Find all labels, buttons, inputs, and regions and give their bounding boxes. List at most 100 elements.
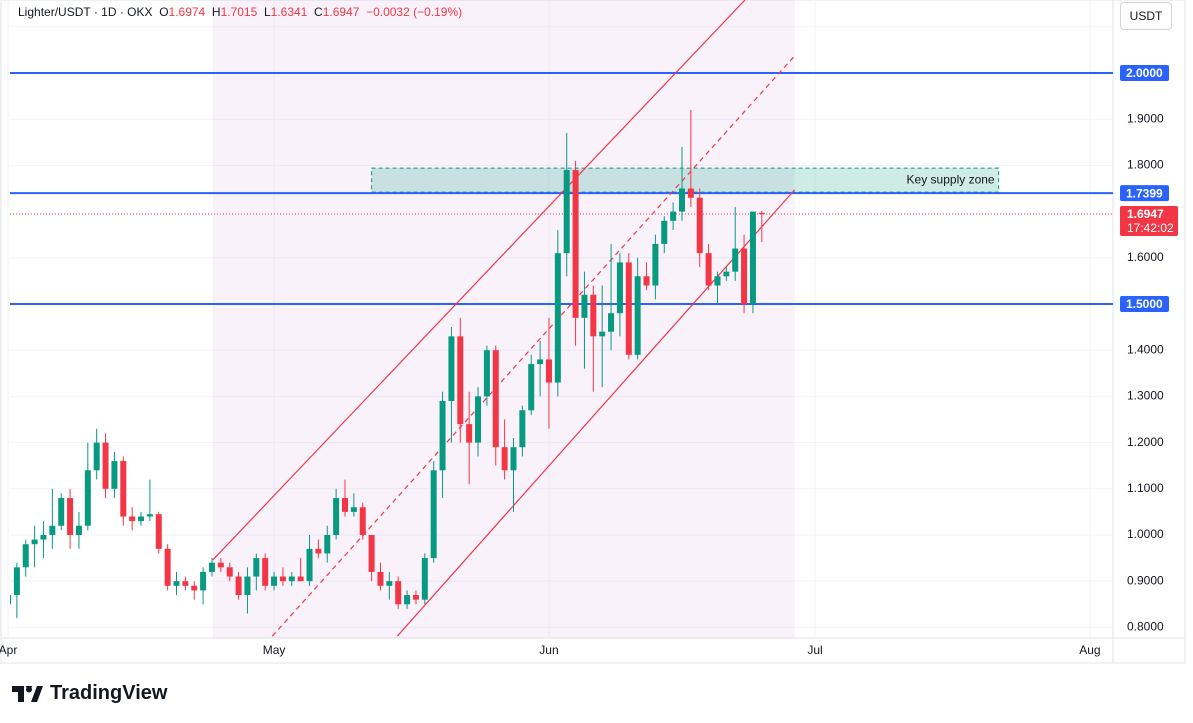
currency-button[interactable]: USDT bbox=[1120, 2, 1172, 30]
candle-body bbox=[368, 534, 375, 572]
channel-line bbox=[396, 189, 796, 637]
candle-body bbox=[732, 248, 739, 272]
price-tag bbox=[1120, 185, 1169, 202]
candle-body bbox=[457, 336, 464, 425]
price-tag-label: 1.7399 bbox=[1126, 186, 1163, 200]
candle-body bbox=[386, 581, 393, 586]
candle-body bbox=[102, 442, 109, 489]
candle-body bbox=[155, 514, 162, 549]
candle-body bbox=[359, 507, 366, 535]
candle-body bbox=[129, 516, 136, 522]
candle-body bbox=[315, 548, 322, 554]
candle-body bbox=[111, 461, 118, 489]
candle-body bbox=[333, 498, 340, 535]
axes: 0.8000 0.9000 1.0000 1.1000 1.2000 1.3000 1.40… bbox=[0, 19, 1178, 657]
candle-body bbox=[377, 571, 384, 586]
candle-body bbox=[670, 211, 677, 221]
y-tick-label: 1.3000 bbox=[1127, 389, 1164, 403]
price-tag bbox=[1120, 295, 1169, 312]
x-tick-label: May bbox=[263, 643, 286, 657]
candle-body bbox=[749, 211, 756, 304]
candle-body bbox=[741, 248, 748, 304]
candle-body bbox=[58, 498, 65, 526]
last-price-tag bbox=[1120, 206, 1178, 237]
candle-body bbox=[758, 212, 765, 215]
candle-body bbox=[279, 576, 286, 582]
candle-body bbox=[164, 548, 171, 586]
channel-line bbox=[271, 55, 796, 637]
ohlc-value: 1.6341 bbox=[270, 5, 308, 19]
candle-body bbox=[634, 276, 641, 355]
candle-body bbox=[563, 170, 570, 254]
y-tick-label: 1.1000 bbox=[1127, 481, 1164, 495]
candle-body bbox=[475, 396, 482, 443]
ohlc-value: 1.7015 bbox=[220, 5, 258, 19]
x-tick-label: Jul bbox=[807, 643, 822, 657]
candle-body bbox=[554, 253, 561, 383]
candle-body bbox=[208, 562, 215, 572]
candle-body bbox=[173, 581, 180, 586]
frame bbox=[0, 0, 1186, 664]
candle-body bbox=[262, 558, 269, 586]
candle-body bbox=[288, 576, 295, 582]
candle-body bbox=[22, 544, 29, 568]
change: −0.0032 (−0.19%) bbox=[366, 5, 463, 19]
brand: TradingView bbox=[12, 682, 167, 705]
candle-body bbox=[678, 188, 685, 212]
candle-body bbox=[537, 359, 544, 365]
candle-body bbox=[528, 364, 535, 411]
candle-body bbox=[661, 220, 668, 244]
brand-name: TradingView bbox=[50, 682, 168, 704]
candle-body bbox=[10, 595, 11, 605]
candle-body bbox=[581, 294, 588, 318]
candle-body bbox=[84, 470, 91, 526]
candle-body bbox=[182, 581, 189, 586]
last-price-label: 1.6947 bbox=[1127, 207, 1164, 221]
candle-body bbox=[492, 350, 499, 448]
candle-body bbox=[404, 595, 411, 605]
candle-body bbox=[723, 271, 730, 277]
candle-body bbox=[643, 276, 650, 286]
candle-body bbox=[714, 276, 721, 286]
channel-line bbox=[212, 0, 746, 561]
candle-body bbox=[341, 498, 348, 512]
plot: Key supply zone bbox=[10, 0, 1113, 638]
price-tag-label: 2.0000 bbox=[1126, 66, 1163, 80]
ohlc-key: O bbox=[159, 5, 169, 19]
y-tick-label: 1.9000 bbox=[1127, 111, 1164, 125]
candle-body bbox=[226, 567, 233, 577]
candle-body bbox=[49, 525, 56, 535]
brand-logo bbox=[12, 685, 43, 702]
x-tick-label: Aug bbox=[1079, 643, 1100, 657]
candle-body bbox=[625, 262, 632, 355]
candle-body bbox=[466, 424, 473, 443]
interval: 1D bbox=[101, 5, 117, 19]
candle-body bbox=[138, 516, 145, 522]
candle-body bbox=[271, 576, 278, 586]
candle-body bbox=[40, 534, 47, 540]
candle-body bbox=[395, 581, 402, 605]
grid bbox=[7, 0, 1113, 638]
ohlc-key: C bbox=[314, 5, 323, 19]
candle-body bbox=[93, 442, 100, 471]
y-tick-label: 0.8000 bbox=[1127, 620, 1164, 634]
candle-body bbox=[75, 525, 82, 535]
candle-body bbox=[217, 562, 224, 568]
candle-body bbox=[616, 262, 623, 314]
candle-body bbox=[510, 447, 517, 471]
x-tick-label: Apr bbox=[0, 643, 17, 657]
ohlc-value: 1.6947 bbox=[322, 5, 360, 19]
candle-body bbox=[324, 534, 331, 554]
candle-body bbox=[31, 539, 38, 545]
candle-body bbox=[297, 576, 304, 582]
countdown: 17:42:02 bbox=[1127, 221, 1174, 235]
symbol: Lighter/USDT bbox=[18, 5, 91, 19]
candle-body bbox=[687, 188, 694, 198]
candle-body bbox=[146, 514, 153, 517]
candle-body bbox=[439, 401, 446, 471]
candle-body bbox=[120, 461, 127, 517]
supply-zone bbox=[371, 167, 1000, 193]
candle-body bbox=[519, 410, 526, 448]
